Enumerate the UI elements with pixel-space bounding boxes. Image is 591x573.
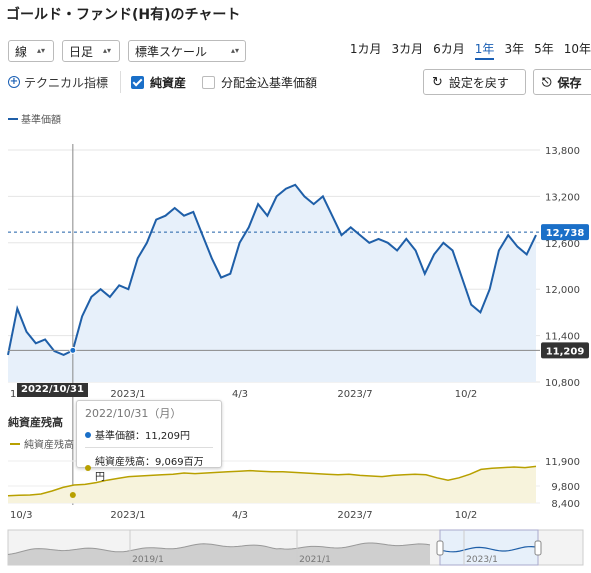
- crosshair-date-label: 2022/10/31: [17, 383, 88, 397]
- period-tab-2[interactable]: 6カ月: [433, 42, 465, 56]
- cross-value-text: 11,209: [546, 346, 585, 357]
- technical-label: テクニカル指標: [24, 75, 109, 90]
- dividend-nav-checkbox[interactable]: [202, 75, 216, 89]
- cross-value-badge: [541, 342, 589, 359]
- sub-x-tick-label: 10/2: [455, 510, 477, 521]
- period-tab-6[interactable]: 10年: [563, 42, 591, 56]
- navigator-history-fill: [8, 543, 430, 565]
- navigator-tick-label: 2019/1: [132, 555, 164, 565]
- updown-icon: ▴▾: [37, 46, 46, 55]
- sub-x-tick-label: 10/3: [10, 510, 32, 521]
- save-label: 保存: [557, 75, 582, 90]
- plus-circle-icon: +: [8, 76, 20, 88]
- nav-line: [7, 183, 537, 356]
- navigator-tick-label: 2023/1: [466, 555, 498, 565]
- tooltip-divider: [85, 447, 213, 448]
- interval-value: 日足: [69, 44, 94, 59]
- x-tick-label: 1: [10, 389, 16, 400]
- sub-y-tick-label: 8,400: [551, 499, 580, 510]
- period-tab-0[interactable]: 1カ月: [349, 42, 382, 56]
- y-tick-label: 13,200: [545, 192, 580, 203]
- tooltip-nav-row: 基準価額：11,209円: [85, 427, 213, 442]
- assets-point-marker: [69, 491, 76, 498]
- updown-icon: ▴▾: [103, 46, 112, 55]
- navigator-handle: [534, 540, 542, 556]
- net-assets-label: 純資産: [150, 75, 187, 90]
- y-tick-label: 13,800: [545, 146, 580, 157]
- tooltip-nav: 基準価額：11,209円: [95, 431, 190, 442]
- x-tick-label: 2023/7: [337, 389, 372, 400]
- tooltip-date: 2022/10/31（月）: [85, 407, 182, 420]
- nav-point-marker: [69, 346, 77, 354]
- area-fill: [8, 184, 536, 382]
- x-tick-label: 4/3: [232, 389, 248, 400]
- assets-dot-icon: [85, 465, 91, 471]
- y-tick-label: 12,000: [545, 285, 580, 296]
- sub-x-tick-label: 2023/1: [110, 510, 145, 521]
- assets-legend: 純資産残高: [10, 436, 74, 451]
- period-tab-4[interactable]: 3年: [504, 42, 525, 56]
- tooltip-assets: 純資産残高：9,069百万円: [94, 457, 204, 483]
- chart-type-value: 線: [15, 44, 28, 59]
- y-tick-label: 12,600: [545, 239, 580, 250]
- assets-legend-label: 純資産残高: [24, 440, 74, 451]
- page-title: ゴールド・ファンド(H有)のチャート: [6, 7, 241, 23]
- technical-indicator-button[interactable]: + テクニカル指標: [8, 74, 108, 91]
- period-tab-1[interactable]: 3カ月: [391, 42, 424, 56]
- sub-x-tick-label: 4/3: [232, 510, 248, 521]
- scale-select[interactable]: 標準スケール ▴▾: [128, 40, 246, 62]
- sub-y-tick-label: 9,800: [551, 482, 580, 493]
- reload-icon: ↻: [432, 74, 443, 90]
- updown-icon: ▴▾: [230, 46, 239, 55]
- scale-value: 標準スケール: [135, 44, 208, 59]
- chart-type-select[interactable]: 線 ▴▾: [8, 40, 54, 62]
- navigator-handle: [436, 540, 444, 556]
- y-tick-label: 10,800: [545, 378, 580, 389]
- save-button[interactable]: ⎋ 保存: [533, 69, 591, 95]
- chart-controls: 線 ▴▾ 日足 ▴▾ 標準スケール ▴▾: [8, 40, 246, 62]
- legend-swatch: [10, 442, 20, 445]
- navigator-selection-line: [439, 545, 539, 553]
- assets-panel-title: 純資産残高: [8, 416, 63, 429]
- tooltip-assets-row: 純資産残高：9,069百万円: [85, 453, 213, 483]
- dividend-nav-label: 分配金込基準価額: [221, 75, 318, 90]
- reset-label: 設定を戻す: [448, 75, 509, 90]
- data-tooltip: 2022/10/31（月） 基準価額：11,209円 純資産残高：9,069百万…: [76, 400, 222, 483]
- legend-swatch: [8, 117, 18, 120]
- nav-dot-icon: [85, 431, 91, 438]
- sub-x-tick-label: 2023/7: [337, 510, 372, 521]
- main-legend: 基準価額: [8, 111, 61, 126]
- navigator-tick-label: 2021/1: [299, 555, 331, 565]
- divider: [120, 71, 122, 93]
- period-tab-5[interactable]: 5年: [534, 42, 554, 56]
- paperclip-icon: ⎋: [542, 74, 552, 89]
- interval-select[interactable]: 日足 ▴▾: [62, 40, 120, 62]
- current-value-badge: [541, 224, 589, 241]
- period-tab-3[interactable]: 1年: [474, 40, 495, 60]
- reset-button[interactable]: ↻ 設定を戻す: [423, 69, 526, 95]
- x-tick-label: 2023/1: [110, 389, 145, 400]
- y-tick-label: 11,400: [545, 332, 580, 343]
- options-row: + テクニカル指標 純資産 分配金込基準価額: [8, 70, 317, 94]
- period-tabs: 1カ月 3カ月 6カ月 1年 3年 5年 10年: [350, 40, 591, 60]
- current-value-text: 12,738: [546, 228, 585, 239]
- sub-y-tick-label: 11,900: [545, 457, 580, 468]
- assets-line: [7, 465, 537, 497]
- navigator-history-line: [7, 542, 431, 555]
- main-legend-label: 基準価額: [21, 115, 61, 126]
- x-tick-label: 10/2: [455, 389, 477, 400]
- net-assets-checkbox[interactable]: [131, 75, 145, 89]
